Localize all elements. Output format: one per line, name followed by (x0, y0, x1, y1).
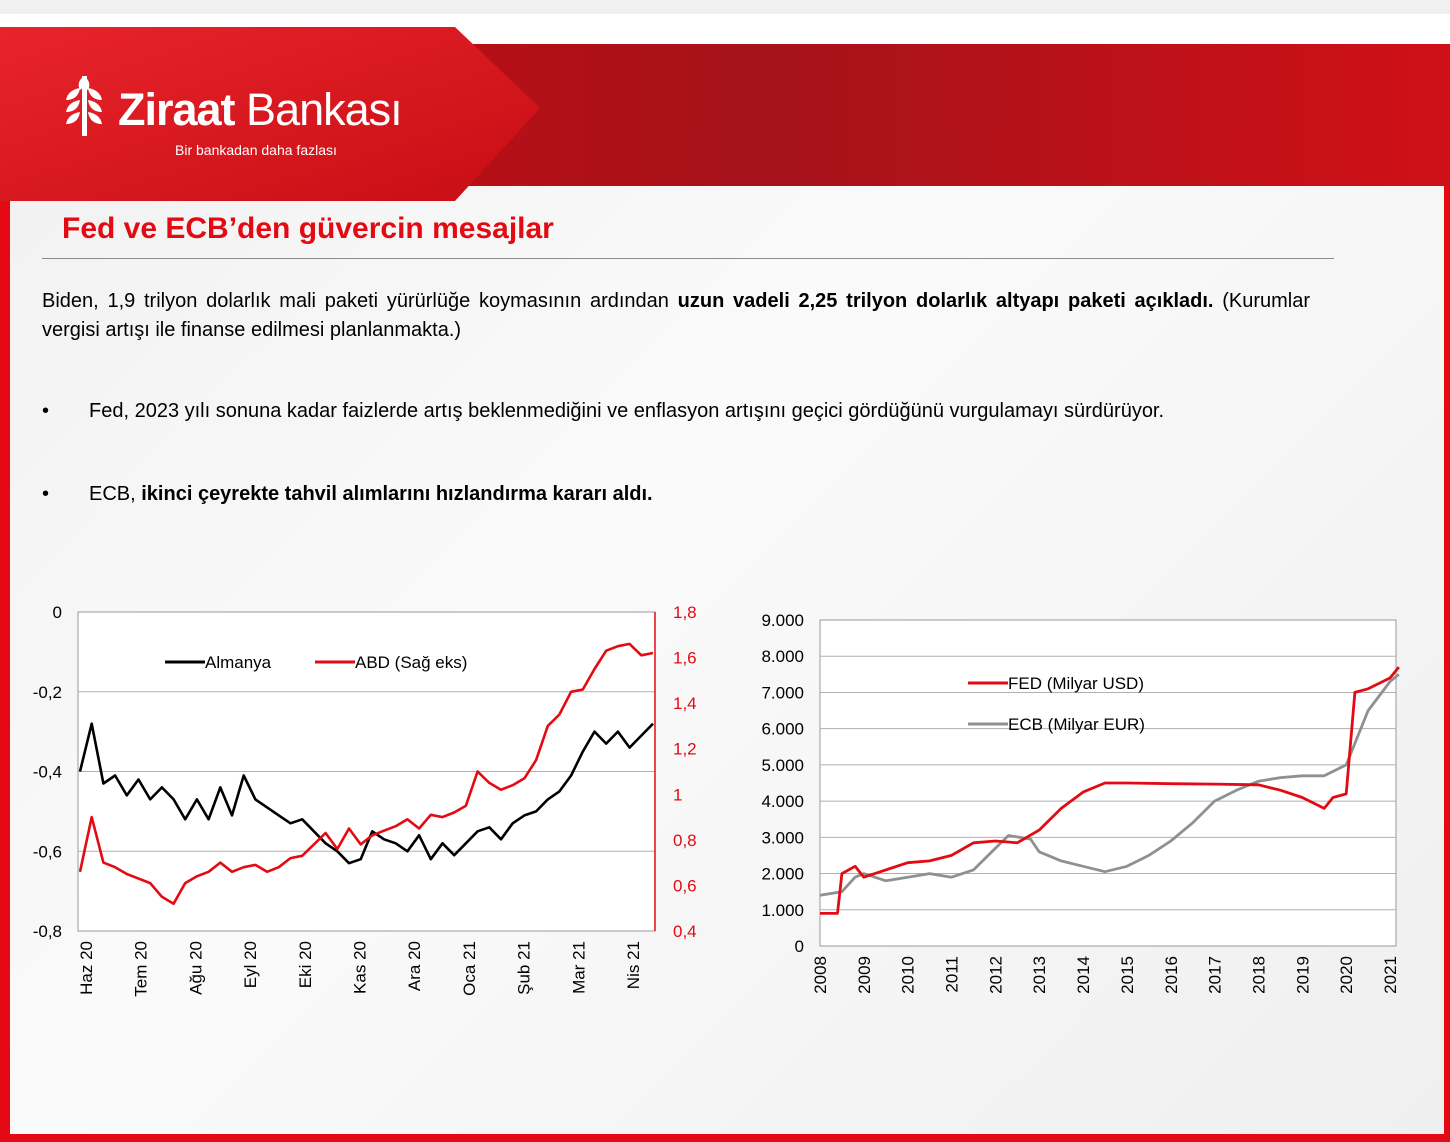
series-line (78, 722, 654, 865)
x-tick-label: 2012 (986, 956, 1005, 994)
y-right-tick-label: 1,4 (673, 694, 697, 713)
x-tick-label: 2019 (1293, 956, 1312, 994)
y-right-tick-label: 1,8 (673, 603, 697, 622)
y-right-tick-label: 0,8 (673, 831, 697, 850)
title-divider (42, 258, 1334, 259)
top-strip (0, 0, 1450, 14)
x-tick-label: 2008 (811, 956, 830, 994)
x-tick-label: Eki 20 (296, 941, 315, 988)
right-red-border (1444, 180, 1450, 1142)
y-left-tick-label: -0,4 (33, 763, 62, 782)
bullet-ecb-text: ECB, ikinci çeyrekte tahvil alımlarını h… (89, 480, 1310, 509)
bullet-ecb-text-a: ECB, (89, 483, 142, 505)
x-tick-label: 2020 (1337, 956, 1356, 994)
y-tick-label: 2.000 (761, 865, 804, 884)
bullet-fed: • Fed, 2023 yılı sonuna kadar faizlerde … (42, 397, 1310, 426)
intro-text-a: Biden, 1,9 trilyon dolarlık mali paketi … (42, 290, 678, 312)
y-right-tick-label: 0,6 (673, 876, 697, 895)
banner-bar (300, 44, 1450, 186)
y-right-tick-label: 1,2 (673, 740, 697, 759)
x-tick-label: 2016 (1162, 956, 1181, 994)
legend-label: ABD (Sağ eks) (355, 653, 467, 672)
x-tick-label: 2015 (1118, 956, 1137, 994)
bullet-dot: • (42, 400, 50, 422)
bullet-ecb: • ECB, ikinci çeyrekte tahvil alımlarını… (42, 480, 1310, 509)
y-tick-label: 7.000 (761, 683, 804, 702)
x-tick-label: 2021 (1381, 956, 1400, 994)
intro-text-bold: uzun vadeli 2,25 trilyon dolarlık altyap… (677, 290, 1214, 312)
series-line (78, 642, 654, 906)
y-right-tick-label: 1 (673, 785, 682, 804)
x-tick-label: Tem 20 (132, 941, 151, 997)
brand-name-regular: Bankası (234, 84, 403, 135)
legend-label: Almanya (205, 653, 272, 672)
legend-label: FED (Milyar USD) (1008, 674, 1144, 693)
bottom-red-border (0, 1134, 1450, 1142)
y-tick-label: 3.000 (761, 828, 804, 847)
x-tick-label: Mar 21 (569, 941, 588, 994)
intro-paragraph: Biden, 1,9 trilyon dolarlık mali paketi … (42, 287, 1310, 345)
y-tick-label: 4.000 (761, 792, 804, 811)
x-tick-label: 2018 (1249, 956, 1268, 994)
x-tick-label: Ağu 20 (186, 941, 205, 995)
intro-text-b: (Kurumlar vergisi artışı ile finanse edi… (42, 290, 1311, 341)
bond-yield-chart: 0 -0,2 -0,4 -0,6 -0,8 1,8 1,6 1,4 1,2 1 0,8 0,6 0,4 H… (33, 603, 697, 997)
x-tick-label: 2009 (855, 956, 874, 994)
x-tick-label: Nis 21 (624, 941, 643, 989)
y-right-tick-label: 0,4 (673, 922, 697, 941)
slide-title: Fed ve ECB’den güvercin mesajlar (62, 212, 554, 245)
y-tick-label: 1.000 (761, 901, 804, 920)
y-left-tick-label: -0,6 (33, 842, 62, 861)
left-red-border (0, 140, 10, 1142)
x-tick-label: Oca 21 (460, 941, 479, 996)
bullet-fed-text: Fed, 2023 yılı sonuna kadar faizlerde ar… (89, 400, 1165, 422)
series-line (819, 673, 1400, 897)
x-tick-label: 2014 (1074, 956, 1093, 994)
x-tick-label: 2011 (943, 956, 962, 993)
x-tick-label: Haz 20 (77, 941, 96, 995)
bullet-ecb-text-bold: ikinci çeyrekte tahvil alımlarını hızlan… (141, 483, 653, 505)
x-tick-label: 2013 (1030, 956, 1049, 994)
x-tick-label: 2010 (899, 956, 918, 994)
y-left-tick-label: -0,2 (33, 683, 62, 702)
banner-arrow (0, 27, 540, 201)
y-tick-label: 8.000 (761, 647, 804, 666)
y-tick-label: 0 (795, 937, 804, 956)
series-line (820, 666, 1400, 915)
y-right-tick-label: 1,6 (673, 649, 697, 668)
x-tick-label: 2017 (1206, 956, 1225, 994)
x-tick-label: Şub 21 (515, 941, 534, 995)
balance-sheet-chart: 9.000 8.000 7.000 6.000 5.000 4.000 3.000 2.000… (761, 611, 1400, 994)
bullet-dot: • (42, 483, 50, 505)
x-tick-label: Kas 20 (351, 941, 370, 994)
header-banner (0, 27, 1450, 201)
y-tick-label: 6.000 (761, 720, 804, 739)
y-tick-label: 9.000 (761, 611, 804, 630)
y-left-tick-label: -0,8 (33, 922, 62, 941)
x-tick-label: Ara 20 (405, 941, 424, 991)
y-tick-label: 5.000 (761, 756, 804, 775)
brand-name: Ziraat Bankası (118, 84, 403, 136)
y-left-tick-label: 0 (53, 603, 62, 622)
logo-wheat-icon (66, 76, 102, 136)
legend-label: ECB (Milyar EUR) (1008, 715, 1145, 734)
brand-tagline: Bir bankadan daha fazlası (175, 142, 337, 158)
x-tick-label: Eyl 20 (241, 941, 260, 988)
brand-name-bold: Ziraat (118, 84, 236, 135)
